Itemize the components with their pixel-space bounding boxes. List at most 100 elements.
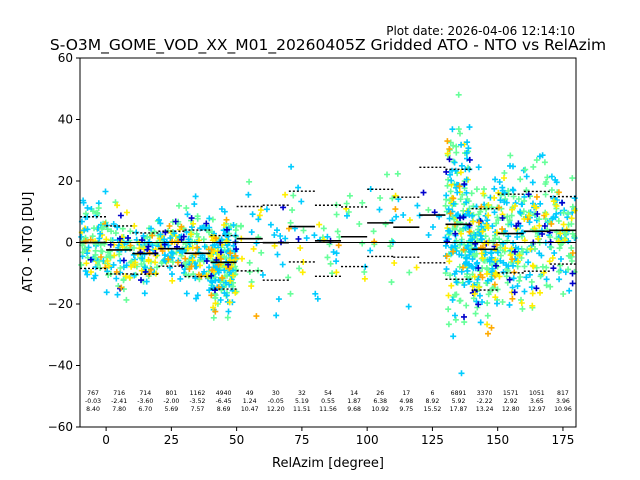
bin-mean-label: 3.96 — [556, 398, 570, 405]
bin-mean-label: 1.24 — [243, 398, 257, 405]
scatter-markers — [259, 206, 289, 319]
x-tick-label: 100 — [356, 433, 379, 447]
scatter-markers — [316, 221, 340, 276]
bin-std-label: 7.57 — [191, 406, 205, 413]
scatter-markers — [549, 198, 578, 261]
scatter-markers — [494, 162, 526, 308]
scatter-markers — [442, 124, 475, 377]
bin-count-label: 54 — [324, 390, 332, 397]
bin-std-label: 11.51 — [293, 406, 311, 413]
x-axis-label: RelAzim [degree] — [272, 456, 384, 471]
scatter-markers — [245, 191, 262, 247]
y-tick-label: −40 — [48, 359, 73, 373]
scatter-markers — [520, 152, 553, 295]
bin-mean-label: 4.98 — [399, 398, 413, 405]
bin-count-label: 767 — [87, 390, 99, 397]
scatter-markers — [295, 236, 302, 242]
scatter-markers — [188, 215, 210, 264]
scatter-markers — [161, 218, 187, 269]
scatter-markers — [343, 205, 368, 282]
y-axis-label: ATO - NTO [DU] — [21, 192, 36, 293]
bin-std-label: 5.69 — [164, 406, 178, 413]
bin-count-label: 26 — [376, 390, 384, 397]
scatter-markers — [343, 192, 368, 275]
y-tick-label: −60 — [48, 420, 73, 434]
bin-count-label: 1162 — [190, 390, 206, 397]
scatter-markers — [469, 190, 500, 328]
bin-std-label: 10.96 — [554, 406, 572, 413]
bin-std-label: 7.80 — [112, 406, 126, 413]
bin-std-label: 9.75 — [399, 406, 413, 413]
bin-count-label: 4940 — [216, 390, 232, 397]
scatter-markers — [425, 206, 432, 213]
scatter-markers — [394, 170, 413, 276]
scatter-markers — [287, 192, 307, 297]
bin-count-label: 6891 — [451, 390, 467, 397]
bin-mean-label: 2.92 — [504, 398, 518, 405]
scatter-markers — [285, 274, 292, 281]
scatter-markers — [253, 313, 260, 320]
scatter-markers — [344, 212, 369, 270]
bin-mean-label: 6.38 — [373, 398, 387, 405]
scatter-points — [78, 91, 578, 377]
scatter-markers — [271, 191, 289, 249]
bin-std-label: 10.47 — [241, 406, 259, 413]
bin-mean-label: -0.03 — [85, 398, 101, 405]
bin-mean-label: -3.52 — [189, 398, 205, 405]
bin-mean-label: 5.92 — [452, 398, 466, 405]
x-tick-label: 125 — [421, 433, 444, 447]
scatter-markers — [370, 171, 396, 286]
scatter-markers — [297, 245, 307, 276]
bin-statistics: 767-0.038.40716-2.417.80714-3.606.70801-… — [80, 166, 576, 413]
bin-mean-label: 3.65 — [530, 398, 544, 405]
bin-mean-label: 1.87 — [347, 398, 361, 405]
bin-count-label: 49 — [246, 390, 254, 397]
bin-std-label: 8.69 — [217, 406, 231, 413]
bin-count-label: 714 — [139, 390, 151, 397]
bin-std-label: 12.20 — [267, 406, 285, 413]
scatter-markers — [548, 189, 576, 256]
plot-date: Plot date: 2026-04-06 12:14:10 — [386, 24, 575, 38]
scatter-markers — [392, 206, 399, 213]
scatter-markers — [371, 238, 378, 245]
scatter-markers — [547, 175, 578, 297]
scatter-markers — [524, 193, 548, 223]
y-tick-label: 40 — [58, 113, 73, 127]
x-tick-label: 50 — [229, 433, 244, 447]
bin-count-label: 14 — [350, 390, 358, 397]
scatter-markers — [416, 212, 443, 238]
scatter-markers — [391, 192, 420, 271]
scatter-markers — [335, 242, 342, 249]
bin-mean-label: -2.41 — [111, 398, 127, 405]
scatter-markers — [499, 215, 522, 296]
x-tick-label: 175 — [551, 433, 574, 447]
x-tick-label: 0 — [102, 433, 110, 447]
bin-std-label: 17.87 — [450, 406, 468, 413]
y-axis-ticks: −60 −40 −20 0 20 40 60 — [48, 51, 80, 434]
scatter-markers — [420, 189, 438, 216]
scatter-markers — [312, 233, 340, 302]
bin-count-label: 817 — [557, 390, 569, 397]
bin-count-label: 1051 — [529, 390, 545, 397]
x-tick-label: 75 — [294, 433, 309, 447]
bin-count-label: 32 — [298, 390, 306, 397]
bin-count-label: 3370 — [477, 390, 493, 397]
scatter-markers — [393, 196, 421, 310]
scatter-markers — [107, 212, 131, 292]
x-tick-label: 150 — [486, 433, 509, 447]
bin-mean-label: -6.45 — [216, 398, 232, 405]
y-tick-label: 0 — [65, 236, 73, 250]
bin-std-label: 9.68 — [347, 406, 361, 413]
y-tick-label: −20 — [48, 297, 73, 311]
bin-std-label: 15.52 — [424, 406, 442, 413]
x-axis-ticks: 0 25 50 75 100 125 150 175 — [102, 427, 574, 447]
scatter-markers — [495, 175, 525, 306]
bin-mean-label: 5.19 — [295, 398, 309, 405]
bin-mean-label: -2.00 — [163, 398, 179, 405]
bin-std-label: 8.40 — [86, 406, 100, 413]
bin-count-label: 30 — [272, 390, 280, 397]
bin-std-label: 11.56 — [319, 406, 337, 413]
bin-std-label: 13.24 — [476, 406, 494, 413]
bin-mean-label: -2.22 — [477, 398, 493, 405]
